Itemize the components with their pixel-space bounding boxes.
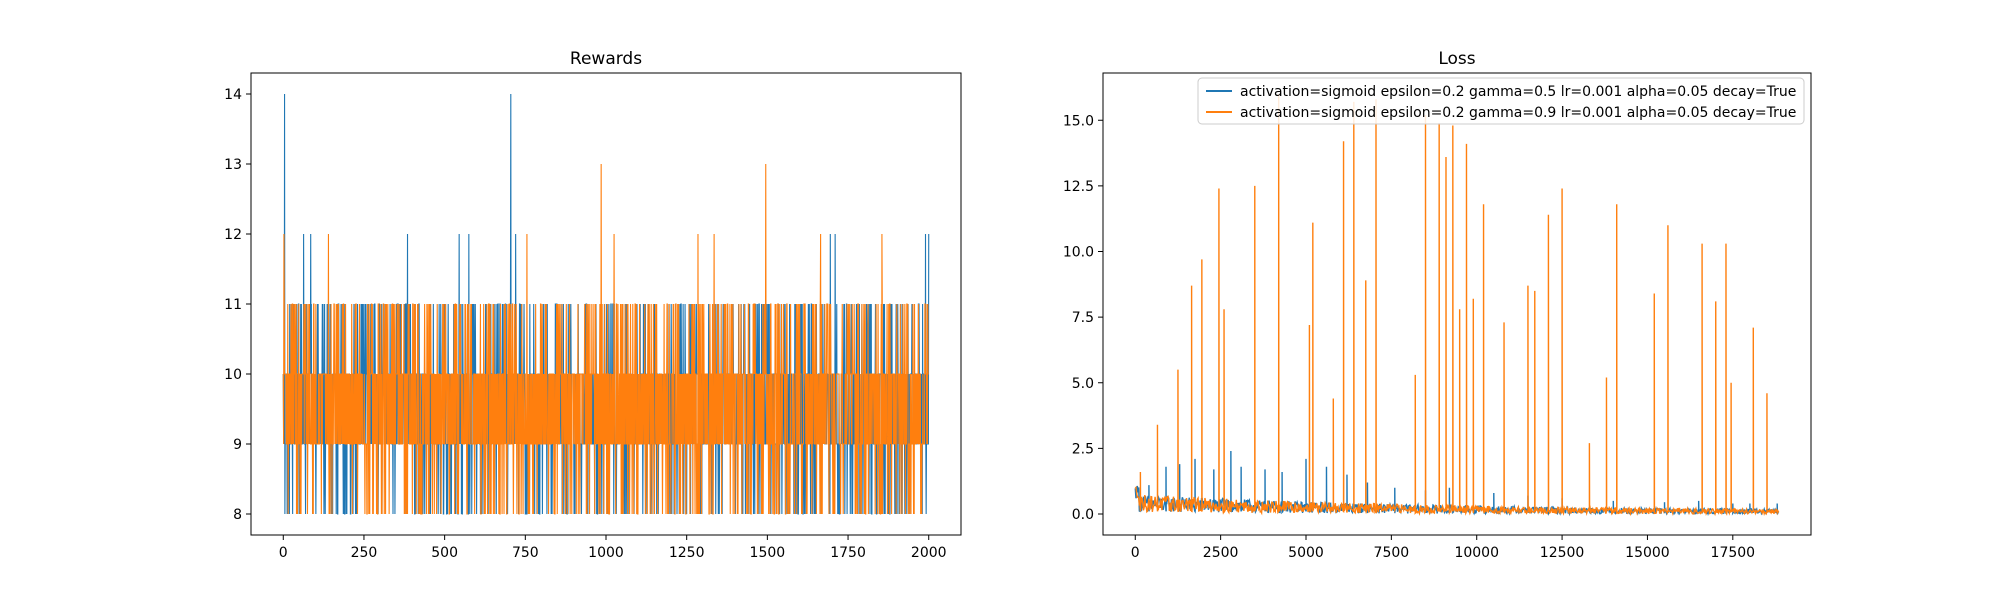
y-tick-label: 5.0	[1072, 376, 1094, 392]
x-tick-label: 12500	[1540, 545, 1585, 561]
x-tick-label: 750	[512, 545, 539, 561]
loss-series-layer	[1134, 93, 1780, 517]
y-tick-label: 12.5	[1063, 179, 1094, 195]
loss-series-line-b	[1134, 93, 1780, 517]
rewards-axis-ticks: 0 250 500 750 1000 1250 1500 1750 2000 8 9 10 11 12 13…	[224, 87, 946, 561]
y-tick-label: 14	[224, 87, 242, 103]
y-tick-label: 8	[233, 507, 242, 523]
x-tick-label: 5000	[1288, 545, 1324, 561]
x-tick-label: 500	[431, 545, 458, 561]
x-tick-label: 2500	[1203, 545, 1239, 561]
loss-legend: activation=sigmoid epsilon=0.2 gamma=0.5…	[1197, 77, 1805, 125]
x-tick-label: 2000	[911, 545, 947, 561]
rewards-series-line-b	[282, 163, 929, 515]
legend-entry-series-b: activation=sigmoid epsilon=0.2 gamma=0.9…	[1206, 105, 1796, 121]
rewards-chart: Rewards 0 250 500 750 1000 1250 1500 1750 2000 8 9…	[224, 49, 962, 561]
legend-label-series-a: activation=sigmoid epsilon=0.2 gamma=0.5…	[1240, 84, 1796, 100]
y-tick-label: 10.0	[1063, 245, 1094, 261]
legend-box	[1197, 77, 1805, 125]
x-tick-label: 17500	[1711, 545, 1756, 561]
y-tick-label: 13	[224, 157, 242, 173]
rewards-chart-title: Rewards	[570, 49, 642, 69]
loss-axis-ticks: 0 2500 5000 7500 10000 12500 15000 17500 0.0 2.5 5…	[1063, 113, 1755, 561]
y-tick-label: 9	[233, 437, 242, 453]
y-tick-label: 10	[224, 367, 242, 383]
legend-entry-series-a: activation=sigmoid epsilon=0.2 gamma=0.5…	[1206, 84, 1796, 100]
legend-label-series-b: activation=sigmoid epsilon=0.2 gamma=0.9…	[1240, 105, 1796, 121]
x-tick-label: 250	[351, 545, 378, 561]
x-tick-label: 7500	[1374, 545, 1410, 561]
x-tick-label: 1750	[830, 545, 866, 561]
loss-chart: Loss 0 2500 5000 7500 10000 12500 15000 17500 0.…	[1063, 49, 1812, 561]
x-tick-label: 0	[1131, 545, 1140, 561]
y-tick-label: 2.5	[1072, 441, 1094, 457]
x-tick-label: 1500	[750, 545, 786, 561]
x-tick-label: 10000	[1454, 545, 1499, 561]
y-tick-label: 11	[224, 297, 242, 313]
loss-axes-frame	[1102, 72, 1812, 536]
x-tick-label: 1000	[588, 545, 624, 561]
loss-chart-title: Loss	[1438, 49, 1475, 69]
x-tick-label: 0	[279, 545, 288, 561]
y-tick-label: 0.0	[1072, 507, 1094, 523]
y-tick-label: 15.0	[1063, 113, 1094, 129]
y-tick-label: 12	[224, 227, 242, 243]
y-tick-label: 7.5	[1072, 310, 1094, 326]
rewards-series-layer	[282, 93, 930, 515]
x-tick-label: 15000	[1625, 545, 1670, 561]
x-tick-label: 1250	[669, 545, 705, 561]
